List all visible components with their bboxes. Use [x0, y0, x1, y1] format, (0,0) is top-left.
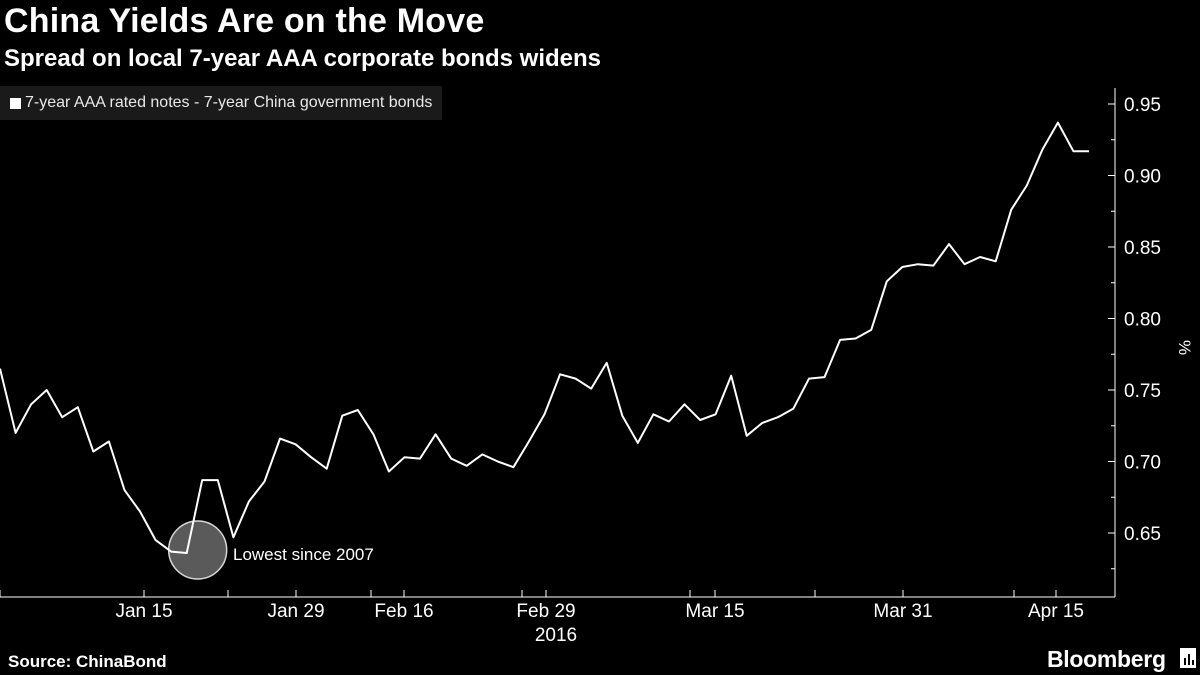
- chart-title: China Yields Are on the Move: [4, 2, 485, 40]
- x-tick-label: Apr 15: [1028, 601, 1084, 622]
- annotation-label: Lowest since 2007: [233, 545, 374, 564]
- x-year-label: 2016: [535, 625, 577, 646]
- y-tick-label: 0.80: [1124, 310, 1161, 331]
- legend-label: 7-year AAA rated notes - 7-year China go…: [25, 94, 433, 111]
- chart-subtitle: Spread on local 7-year AAA corporate bon…: [4, 45, 602, 72]
- x-tick-label: Jan 15: [115, 601, 172, 622]
- series-line: [0, 121, 1089, 554]
- bloomberg-mark-icon: [1180, 648, 1196, 668]
- x-tick-label: Mar 15: [685, 601, 744, 622]
- annotation-circle: [167, 520, 228, 580]
- bloomberg-logo: Bloomberg: [1047, 646, 1166, 672]
- y-tick-label: 0.90: [1124, 167, 1161, 188]
- legend-swatch: [10, 97, 21, 109]
- x-tick-label: Jan 29: [267, 601, 324, 622]
- source-note: Source: ChinaBond: [8, 652, 167, 671]
- y-tick-label: 0.85: [1124, 238, 1161, 259]
- legend: 7-year AAA rated notes - 7-year China go…: [0, 86, 443, 120]
- y-tick-label: 0.65: [1124, 524, 1161, 545]
- y-tick-label: 0.70: [1124, 453, 1161, 474]
- x-tick-label: Feb 29: [516, 601, 575, 622]
- x-tick-label: Mar 31: [873, 601, 932, 622]
- y-tick-label: 0.95: [1124, 95, 1161, 116]
- x-tick-label: Feb 16: [374, 601, 433, 622]
- y-tick-label: 0.75: [1124, 381, 1161, 402]
- y-unit-label: %: [1175, 340, 1194, 355]
